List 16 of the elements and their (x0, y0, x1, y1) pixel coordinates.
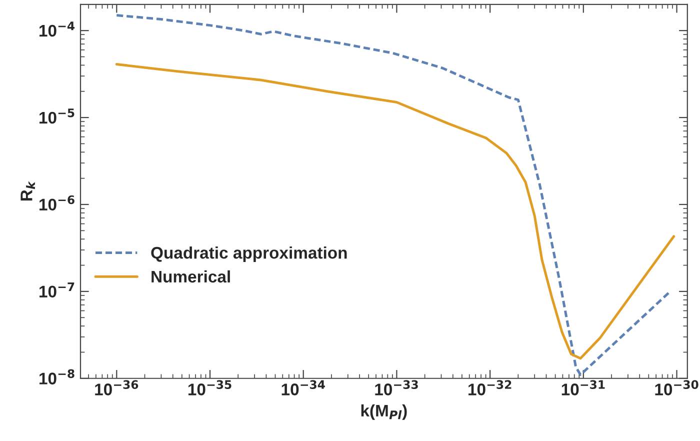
y-axis-title: R$_{k}$ (20, 181, 35, 201)
y-tick-label: 10$^{−5}$ (40, 108, 74, 124)
y-tick-label: 10$^{−7}$ (40, 282, 74, 298)
x-tick-label: 10$^{−30}$ (655, 380, 698, 396)
x-tick-label: 10$^{−35}$ (188, 380, 232, 396)
y-tick-label: 10$^{−8}$ (40, 369, 74, 384)
legend-label: Quadratic approximation (151, 246, 347, 262)
x-tick-label: 10$^{−33}$ (375, 380, 418, 396)
x-axis-title: k(M$_{Pl}$) (361, 404, 407, 420)
x-tick-label: 10$^{−36}$ (95, 380, 138, 396)
y-tick-label: 10$^{−6}$ (40, 195, 74, 211)
legend-label: Numerical (152, 270, 230, 283)
x-tick-label: 10$^{−32}$ (468, 380, 512, 396)
y-tick-label: 10$^{−4}$ (40, 22, 75, 37)
x-tick-label: 10$^{−31}$ (562, 380, 605, 396)
x-tick-label: 10$^{−34}$ (282, 380, 325, 396)
